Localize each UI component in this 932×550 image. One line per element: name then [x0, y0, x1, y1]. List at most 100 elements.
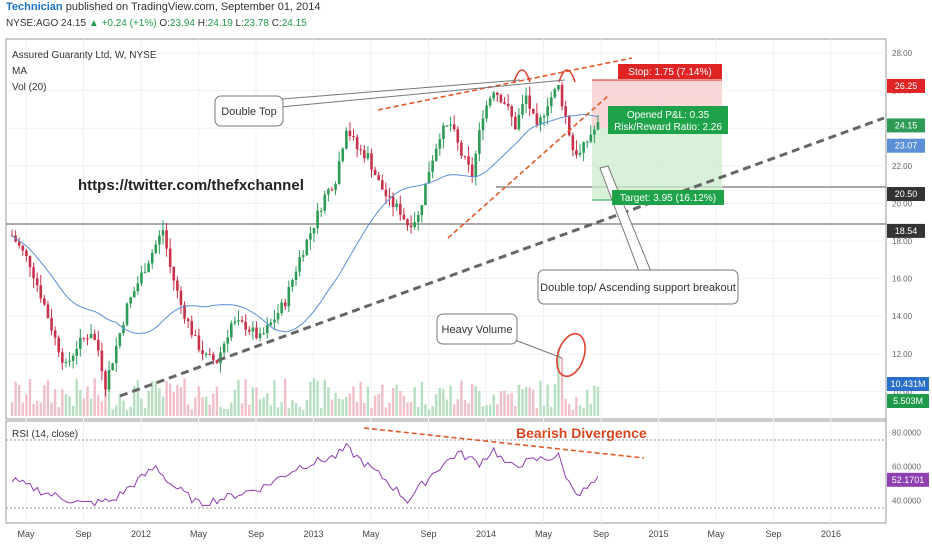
- volume-bars: [10, 348, 600, 416]
- price-tick-label: 16.00: [892, 275, 913, 284]
- publish-header: Technician published on TradingView.com,…: [6, 0, 321, 14]
- candle-body: [514, 116, 517, 130]
- heavy-volume-label: Heavy Volume: [442, 324, 513, 336]
- candle-body: [172, 266, 176, 281]
- candle-body: [68, 360, 71, 362]
- volume-bar: [68, 395, 71, 416]
- candle-body: [323, 194, 327, 211]
- c-value: 24.15: [281, 18, 307, 29]
- volume-bar: [449, 385, 452, 416]
- symbol: NYSE:AGO: [6, 18, 59, 29]
- volume-bar: [582, 407, 585, 416]
- candle-body: [456, 129, 460, 143]
- volume-bar: [438, 387, 442, 416]
- volume-badge-text: 10.431M: [890, 379, 925, 389]
- candle-body: [197, 335, 201, 350]
- volume-bar: [345, 396, 348, 416]
- candle-body: [237, 320, 240, 322]
- volume-bar: [291, 400, 294, 416]
- rsi-tick-label: 40.0000: [892, 497, 921, 506]
- double-top-arc-2: [558, 69, 576, 83]
- candle-body: [355, 136, 359, 150]
- target-badge-text: Target: 3.95 (16.12%): [620, 193, 716, 204]
- candle-body: [370, 153, 373, 170]
- heavy-volume-pointer: [514, 339, 563, 359]
- volume-bar: [186, 404, 190, 416]
- volume-bar: [133, 385, 136, 416]
- bearish-divergence-line: [363, 427, 645, 459]
- twitter-url[interactable]: https://twitter.com/thefxchannel: [78, 177, 304, 194]
- volume-bar: [17, 384, 21, 416]
- candle-body: [449, 124, 452, 126]
- candle-body: [503, 102, 506, 104]
- volume-bar: [266, 393, 269, 416]
- candle-body: [129, 297, 132, 304]
- candle-body: [488, 98, 492, 106]
- candle-body: [93, 333, 96, 340]
- time-tick-label: Sep: [248, 529, 264, 539]
- volume-bar: [485, 405, 488, 416]
- volume-bar: [50, 402, 53, 416]
- candle-body: [319, 210, 323, 212]
- volume-bar: [370, 407, 373, 416]
- time-axis: May Sep 2012 May Sep 2013 May Sep 2014 May Sep 2015…: [17, 529, 841, 539]
- candle-body: [582, 142, 585, 153]
- volume-bar: [14, 381, 17, 416]
- o-value: 23.94: [169, 18, 195, 29]
- time-tick-label: May: [190, 529, 208, 539]
- wedge-lower-line: [447, 95, 609, 239]
- price-tick-label: 12.00: [892, 350, 913, 359]
- candle-body: [478, 130, 481, 154]
- candle-body: [460, 142, 463, 156]
- volume-bar: [204, 396, 208, 416]
- grid: [6, 39, 886, 523]
- volume-bar: [284, 378, 287, 416]
- volume-bar: [427, 409, 431, 416]
- candle-body: [409, 225, 413, 228]
- price-badge-text: 20.50: [895, 189, 918, 199]
- candle-body: [467, 156, 470, 165]
- volume-bar: [467, 403, 470, 416]
- volume-badge: [887, 394, 929, 408]
- candle-body: [222, 343, 226, 353]
- main-pane-frame: [5, 38, 887, 420]
- publisher-name[interactable]: Technician: [6, 1, 63, 13]
- candle-body: [334, 183, 337, 191]
- volume-bar: [528, 387, 531, 416]
- chart-title: Assured Guaranty Ltd, W, NYSE: [12, 50, 157, 61]
- volume-bar: [456, 399, 459, 416]
- candle-body: [82, 337, 86, 339]
- volume-bar: [568, 404, 571, 416]
- volume-bar: [521, 388, 524, 416]
- volume-bar: [571, 409, 575, 416]
- time-tick-label: May: [707, 529, 725, 539]
- volume-bar: [323, 379, 326, 416]
- volume-bar: [503, 390, 506, 416]
- candle-body: [201, 349, 204, 355]
- volume-bar: [578, 405, 582, 416]
- candle-body: [132, 291, 136, 298]
- price-badge: [887, 187, 925, 202]
- price-tick-label: 18.00: [892, 237, 913, 246]
- candle-body: [75, 348, 79, 356]
- candle-body: [305, 239, 309, 256]
- volume-bar: [399, 391, 402, 416]
- candle-body: [442, 125, 445, 140]
- axis-badges: 26.25 24.15 23.07 20.50 18.54 10.431M 5.503M 52…: [887, 78, 929, 487]
- double-top-callout: [214, 95, 284, 127]
- candle-body: [510, 106, 514, 117]
- volume-bar: [524, 386, 528, 416]
- volume-bar: [442, 388, 445, 416]
- candle-body: [255, 327, 258, 339]
- double-top-pointer-2: [269, 79, 566, 109]
- candle-body: [589, 134, 593, 142]
- volume-bar: [312, 378, 316, 416]
- candle-body: [571, 135, 575, 151]
- candle-body: [312, 227, 316, 234]
- candle-body: [186, 318, 190, 322]
- breakout-label: Double top/ Ascending support breakout: [540, 282, 736, 294]
- candle-body: [330, 189, 334, 191]
- volume-bar: [575, 397, 578, 416]
- volume-bar: [406, 402, 409, 416]
